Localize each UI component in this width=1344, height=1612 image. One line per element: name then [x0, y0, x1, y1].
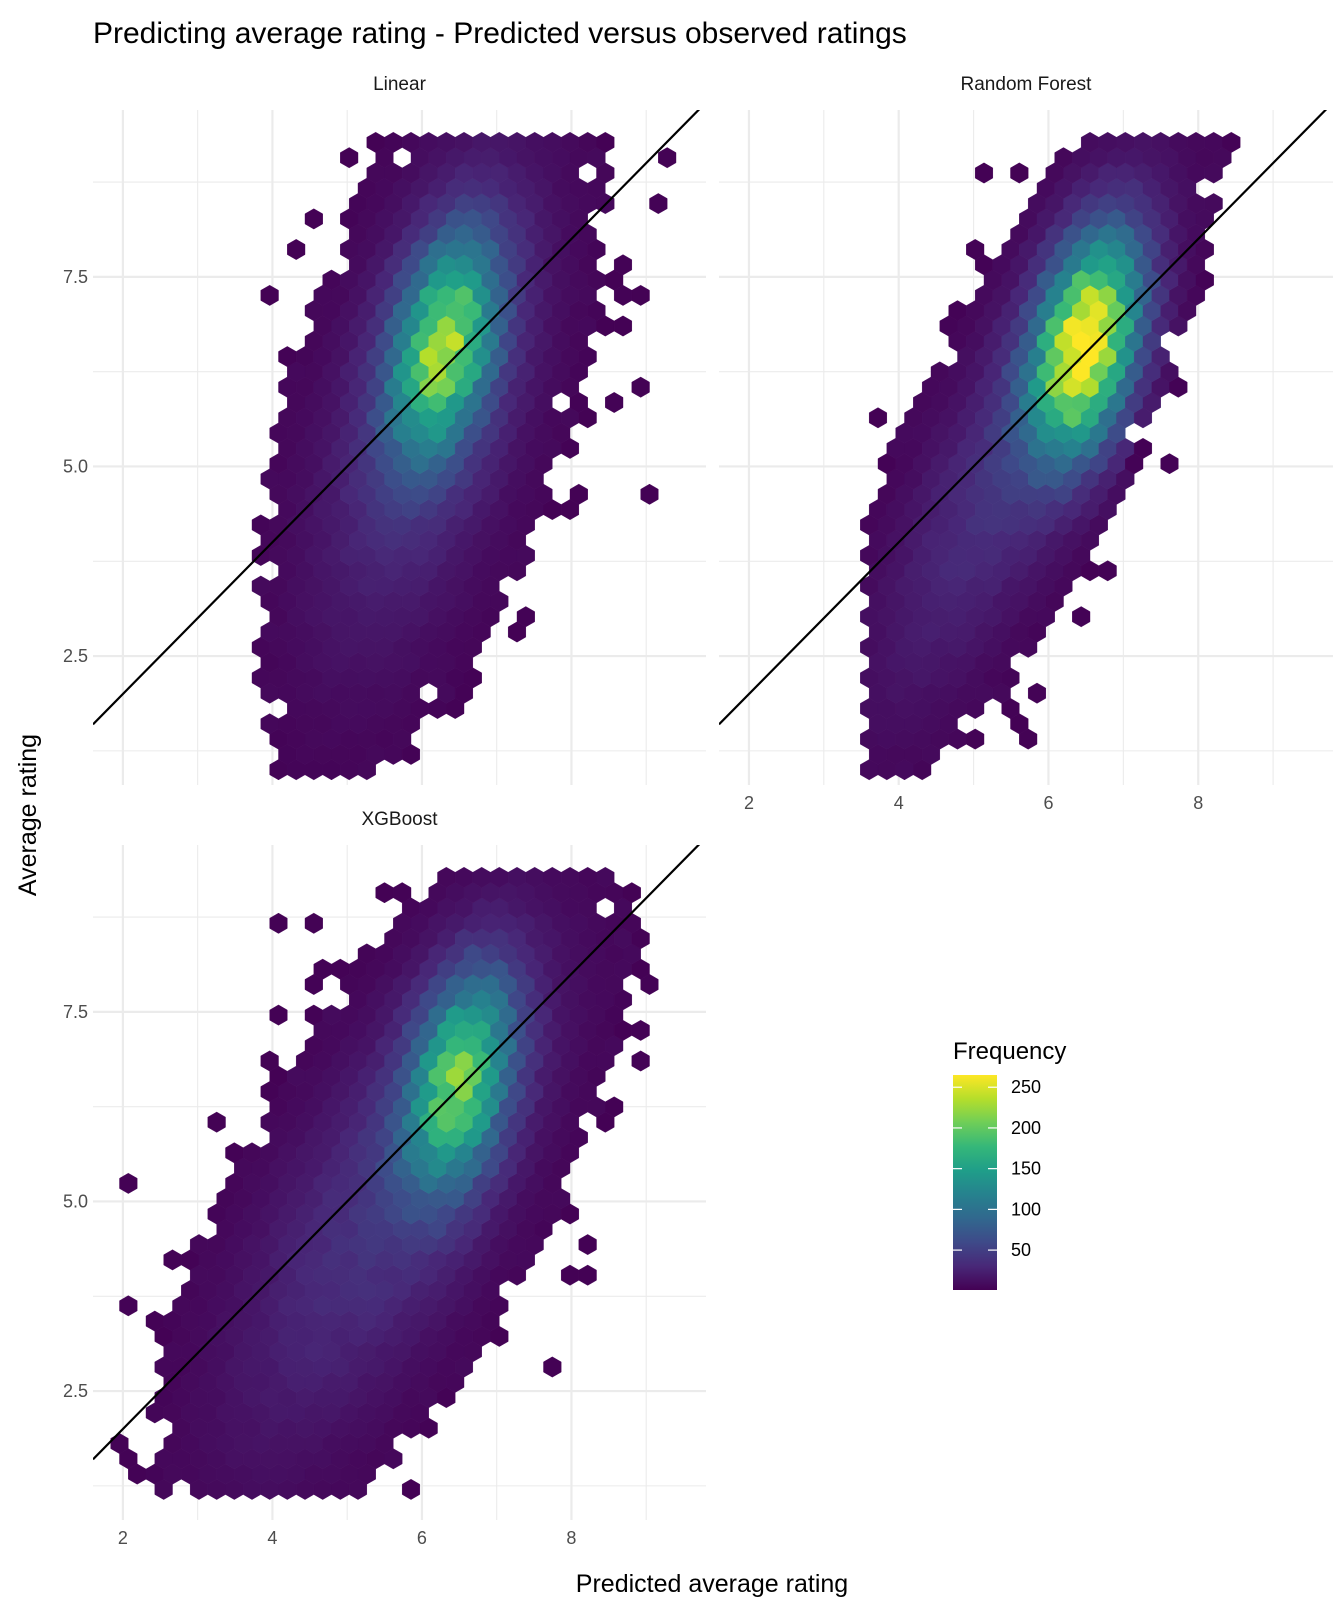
reference-line — [719, 110, 1328, 726]
y-tick-label: 2.5 — [63, 646, 88, 666]
hexbin — [269, 1004, 288, 1026]
hexbin — [975, 162, 993, 184]
x-tick-label: 8 — [1193, 793, 1203, 813]
hexbins — [251, 131, 677, 781]
y-tick-label: 5.0 — [63, 1191, 88, 1211]
hexbin — [1010, 162, 1029, 184]
panel-strip-label: Random Forest — [961, 74, 1093, 95]
panel-strip-label: Linear — [373, 74, 426, 95]
hexbin — [631, 284, 650, 306]
hexbin — [402, 1478, 420, 1500]
hexbin — [631, 1050, 650, 1072]
x-tick-label: 2 — [744, 793, 754, 813]
hexbin — [966, 728, 985, 750]
hexbin — [304, 912, 323, 934]
hexbin — [119, 1295, 138, 1317]
legend-label: 50 — [1011, 1240, 1031, 1260]
x-tick-label: 4 — [267, 1528, 277, 1548]
hexbin — [1160, 453, 1179, 475]
y-axis-title: Average rating — [14, 734, 42, 896]
hexbin — [516, 606, 535, 628]
hexbin — [1222, 131, 1241, 153]
hexbin — [640, 483, 659, 505]
hexbin — [1133, 437, 1153, 459]
hexbin — [375, 882, 394, 904]
hexbin — [578, 1264, 597, 1286]
hexbin — [304, 208, 323, 230]
hexbin — [596, 131, 615, 153]
legend-label: 200 — [1011, 1118, 1041, 1138]
panel-strip-label: XGBoost — [361, 809, 438, 830]
hexbin — [561, 1264, 579, 1286]
legend: Frequency 50 100 150 200 250 — [953, 1038, 1066, 1290]
reference-line — [93, 110, 701, 726]
x-tick-label: 4 — [894, 793, 904, 813]
panel-linear: Linear 2.5 5.0 7.5 — [63, 74, 706, 785]
hexbin — [393, 882, 412, 904]
y-tick-label: 7.5 — [63, 1002, 88, 1022]
hexbin — [207, 1111, 226, 1133]
x-tick-label: 6 — [417, 1528, 427, 1548]
hexbin — [631, 1019, 650, 1041]
hexbin — [966, 239, 985, 260]
x-tick-label: 8 — [566, 1528, 576, 1548]
hexbin — [869, 407, 887, 429]
hexbin — [1027, 682, 1047, 704]
hexbin — [269, 912, 288, 934]
x-tick-label: 2 — [118, 1528, 128, 1548]
hexbin — [543, 1356, 562, 1378]
x-axis-title: Predicted average rating — [576, 1570, 848, 1598]
legend-label: 100 — [1011, 1199, 1041, 1219]
y-tick-label: 5.0 — [63, 456, 88, 476]
panels: Linear 2.5 5.0 7.5 Random Forest 2 4 6 8 XGBoost 2… — [63, 74, 1333, 1548]
hexbins — [860, 131, 1241, 781]
hexbin — [622, 882, 641, 904]
hexbin — [1204, 193, 1223, 215]
legend-colorbar — [953, 1075, 997, 1290]
hexbin — [340, 147, 359, 169]
hexbin — [649, 193, 668, 215]
hexbin — [631, 376, 650, 398]
hexbin — [605, 1096, 624, 1118]
hexbin — [596, 866, 615, 888]
hexbins — [110, 866, 659, 1500]
hexbin — [163, 1249, 182, 1271]
hexbin — [614, 254, 632, 276]
reference-line — [93, 845, 701, 1461]
legend-label: 150 — [1011, 1159, 1041, 1179]
panel-xgboost: XGBoost 2.5 5.0 7.5 2 4 6 8 — [63, 809, 706, 1548]
panel-random-forest: Random Forest 2 4 6 8 — [719, 74, 1333, 813]
legend-title: Frequency — [953, 1038, 1066, 1065]
y-tick-label: 7.5 — [63, 267, 88, 287]
hexbin — [605, 392, 624, 413]
hexbin — [658, 147, 677, 169]
hexbin — [1098, 560, 1117, 582]
hexbin — [287, 239, 306, 260]
hexbin — [578, 1234, 597, 1256]
hexbin — [614, 315, 632, 337]
hexbin — [119, 1172, 138, 1194]
hexbin — [260, 1050, 279, 1072]
hexbin — [260, 284, 279, 306]
chart-title: Predicting average rating - Predicted ve… — [93, 17, 907, 50]
x-tick-label: 6 — [1043, 793, 1053, 813]
hexbin — [1072, 606, 1091, 628]
hexbin — [569, 483, 588, 505]
legend-label: 250 — [1011, 1077, 1041, 1097]
y-tick-label: 2.5 — [63, 1381, 88, 1401]
